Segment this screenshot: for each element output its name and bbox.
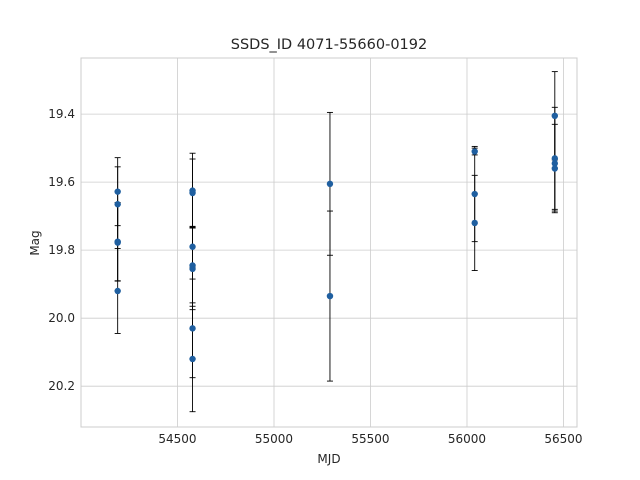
data-point bbox=[189, 325, 196, 332]
y-axis-ticks: 19.4 19.6 19.8 20.0 20.2 bbox=[48, 107, 75, 393]
data-point bbox=[189, 355, 196, 363]
error-bars bbox=[114, 71, 558, 413]
x-tick-label: 55000 bbox=[255, 432, 293, 446]
x-tick-label: 56500 bbox=[544, 432, 582, 446]
data-point bbox=[114, 188, 121, 195]
data-point bbox=[114, 239, 121, 246]
data-point bbox=[326, 292, 334, 300]
y-tick-label: 20.2 bbox=[48, 379, 75, 393]
data-point bbox=[471, 219, 478, 227]
y-tick-label: 20.0 bbox=[48, 311, 75, 325]
x-tick-label: 56000 bbox=[448, 432, 486, 446]
x-axis-label: MJD bbox=[317, 452, 340, 466]
x-axis-ticks: 54500 55000 55500 56000 56500 bbox=[158, 432, 582, 446]
data-point bbox=[551, 155, 559, 162]
grid-lines bbox=[81, 58, 577, 427]
data-point bbox=[114, 287, 121, 295]
y-tick-label: 19.4 bbox=[48, 107, 75, 121]
y-tick-label: 19.6 bbox=[48, 175, 75, 189]
data-point bbox=[551, 165, 559, 172]
chart-title: SSDS_ID 4071-55660-0192 bbox=[231, 37, 427, 53]
data-point bbox=[551, 160, 559, 167]
data-points bbox=[114, 112, 559, 363]
x-tick-label: 55500 bbox=[351, 432, 389, 446]
y-tick-label: 19.8 bbox=[48, 243, 75, 257]
data-point bbox=[471, 190, 478, 198]
plot-frame bbox=[80, 57, 578, 428]
data-point bbox=[189, 243, 196, 250]
data-point bbox=[189, 189, 196, 197]
data-point bbox=[471, 148, 478, 155]
y-axis-label: Mag bbox=[28, 230, 42, 255]
data-point bbox=[326, 180, 334, 188]
x-tick-label: 54500 bbox=[158, 432, 196, 446]
data-point bbox=[551, 112, 559, 120]
data-point bbox=[114, 201, 121, 208]
data-point bbox=[189, 265, 196, 273]
